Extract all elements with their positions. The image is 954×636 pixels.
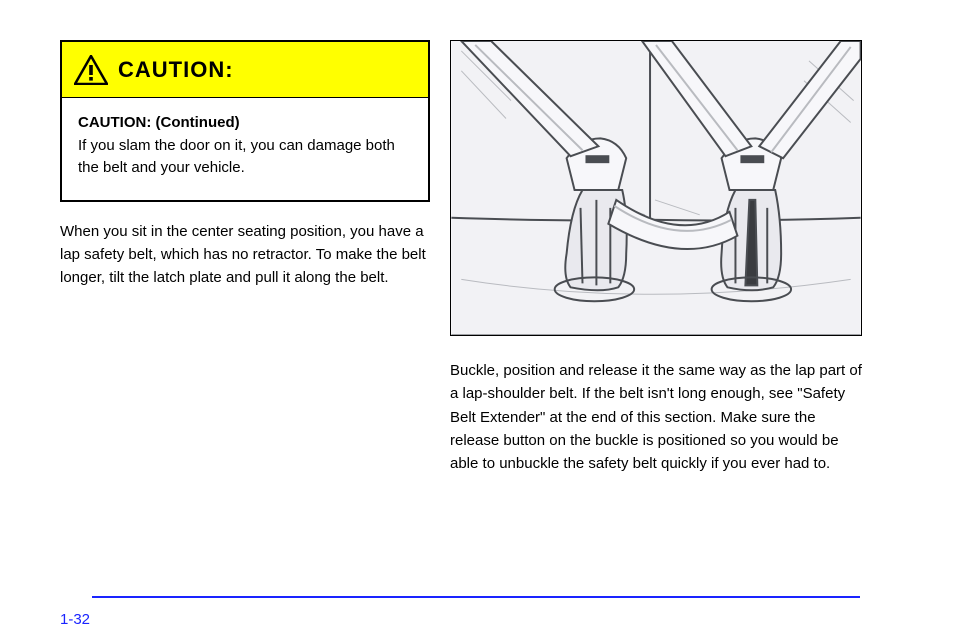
page-number: 1-32 <box>60 611 90 628</box>
right-column: Buckle, position and release it the same… <box>450 40 862 475</box>
caution-continued-label: CAUTION: (Continued) <box>78 112 412 135</box>
caution-body: CAUTION: (Continued) If you slam the doo… <box>62 98 428 200</box>
page: CAUTION: CAUTION: (Continued) If you sla… <box>0 0 954 636</box>
caution-header: CAUTION: <box>62 42 428 98</box>
caution-label: CAUTION: <box>118 57 234 83</box>
caution-box: CAUTION: CAUTION: (Continued) If you sla… <box>60 40 430 202</box>
seatbelt-illustration <box>450 40 862 336</box>
left-column: CAUTION: CAUTION: (Continued) If you sla… <box>60 40 430 289</box>
left-paragraph: When you sit in the center seating posit… <box>60 220 430 290</box>
caution-body-text: If you slam the door on it, you can dama… <box>78 137 395 177</box>
footer-rule <box>92 596 860 598</box>
right-paragraph: Buckle, position and release it the same… <box>450 359 862 475</box>
warning-triangle-icon <box>74 55 108 85</box>
